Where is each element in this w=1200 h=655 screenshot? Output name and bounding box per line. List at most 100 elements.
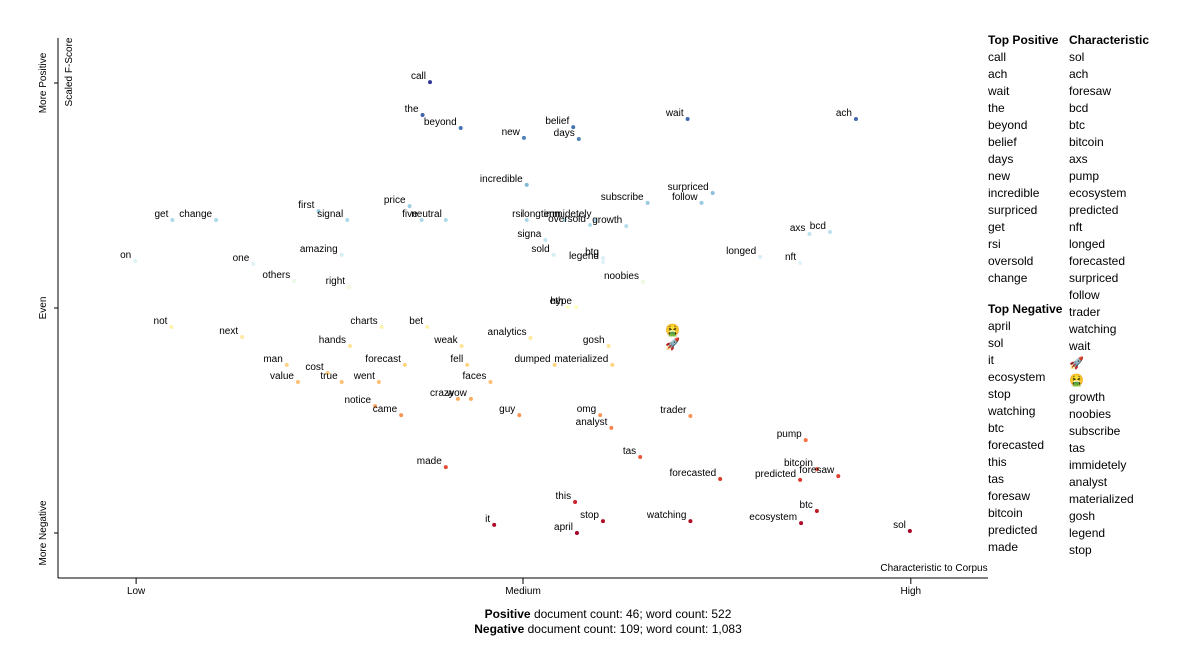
term-point xyxy=(488,380,493,385)
panel-term: analyst xyxy=(1069,475,1108,489)
term-point xyxy=(214,218,219,223)
term-label: analytics xyxy=(488,327,527,338)
term-point xyxy=(853,117,858,121)
term-label: others xyxy=(262,270,290,281)
term-label: legend xyxy=(569,251,599,262)
panel-term: nft xyxy=(1069,220,1083,234)
footer-text: document count: 46; word count: 522 xyxy=(531,607,732,621)
panel-term: ach xyxy=(1069,67,1088,81)
term-point xyxy=(425,324,430,329)
term-point xyxy=(345,218,350,223)
term-point xyxy=(169,324,174,329)
term-point xyxy=(443,465,448,470)
panel-term: made xyxy=(988,540,1018,554)
term-point xyxy=(528,335,533,340)
term-point xyxy=(574,305,579,310)
term-label: five xyxy=(402,209,418,220)
term-label: tas xyxy=(623,446,636,457)
term-point xyxy=(803,438,808,443)
term-point xyxy=(562,218,567,223)
term-label: rsi xyxy=(512,209,523,220)
term-point xyxy=(836,474,841,479)
panel-term: 🚀 xyxy=(1069,356,1084,370)
term-point xyxy=(524,218,529,223)
term-label: immidetely xyxy=(544,209,592,220)
panel-term: bcd xyxy=(1069,101,1088,115)
panel-term: immidetely xyxy=(1069,458,1126,472)
panel-term: watching xyxy=(987,404,1035,418)
panel-term: noobies xyxy=(1069,407,1111,421)
panel-term: trader xyxy=(1069,305,1100,319)
panel-term: surpriced xyxy=(988,203,1037,217)
panel-term: the xyxy=(988,101,1005,115)
term-label: sold xyxy=(531,244,549,255)
panel-term: subscribe xyxy=(1069,424,1121,438)
term-label: wait xyxy=(665,108,684,119)
term-point xyxy=(325,371,330,376)
panel-term: tas xyxy=(988,472,1004,486)
x-tick-label: High xyxy=(901,586,922,597)
term-label: bitcoin xyxy=(784,458,813,469)
term-label: watching xyxy=(646,510,686,521)
y-axis-title: Scaled F-Score xyxy=(64,37,75,106)
term-label: wow xyxy=(446,388,468,399)
panel-term: ach xyxy=(988,67,1007,81)
term-point xyxy=(609,425,614,430)
term-label: notice xyxy=(344,395,371,406)
panel-term: bitcoin xyxy=(988,506,1023,520)
panel-term: follow xyxy=(1069,288,1100,302)
panel-term: materialized xyxy=(1069,492,1134,506)
term-point xyxy=(710,191,715,196)
panel-term: april xyxy=(988,319,1011,333)
panel-term: longed xyxy=(1069,237,1105,251)
y-tick-label: More Negative xyxy=(38,500,49,565)
term-point xyxy=(814,467,819,472)
term-point xyxy=(517,413,522,418)
term-label: materialized xyxy=(554,354,608,365)
term-point xyxy=(551,252,556,257)
term-label: this xyxy=(556,491,572,502)
panel-term: predicted xyxy=(1069,203,1118,217)
axes: Scaled F-Score Characteristic to Corpus … xyxy=(38,37,988,597)
term-label: belief xyxy=(545,116,569,127)
panel-term: forecasted xyxy=(1069,254,1125,268)
panel-heading: Top Positive xyxy=(988,33,1059,47)
term-label: oversold xyxy=(548,214,586,225)
term-point xyxy=(543,238,548,243)
term-label: charts xyxy=(350,316,377,327)
panel-term: stop xyxy=(988,387,1011,401)
panel-term: gosh xyxy=(1069,509,1095,523)
x-axis-title: Characteristic to Corpus xyxy=(880,563,987,574)
term-label: crazy xyxy=(430,388,454,399)
term-point xyxy=(347,285,352,290)
term-point xyxy=(573,499,578,504)
term-label: price xyxy=(384,195,406,206)
term-label: signa xyxy=(517,229,541,240)
term-point xyxy=(600,256,605,261)
y-tick-label: Even xyxy=(38,297,49,320)
panel-term: wait xyxy=(1068,339,1091,353)
term-label: right xyxy=(326,276,346,287)
term-point xyxy=(295,380,300,385)
term-label: dumped xyxy=(514,354,550,365)
term-label: new xyxy=(502,127,521,138)
term-point xyxy=(640,279,645,284)
panel-term: call xyxy=(988,50,1006,64)
panel-term: beyond xyxy=(988,118,1027,132)
panel-term: stop xyxy=(1069,543,1092,557)
term-label: weak xyxy=(433,335,458,346)
panel-term: predicted xyxy=(988,523,1037,537)
panel-term: wait xyxy=(987,84,1010,98)
term-point xyxy=(465,362,470,367)
term-label: sol xyxy=(893,520,906,531)
term-label: days xyxy=(554,128,575,139)
term-label: gosh xyxy=(583,335,605,346)
term-point xyxy=(827,229,832,234)
term-label: next xyxy=(219,326,238,337)
term-label: it xyxy=(485,514,490,525)
term-label: cost xyxy=(305,362,324,373)
panel-term: ecosystem xyxy=(988,370,1045,384)
term-point xyxy=(598,413,603,418)
term-label: get xyxy=(154,209,168,220)
panel-term: foresaw xyxy=(988,489,1030,503)
